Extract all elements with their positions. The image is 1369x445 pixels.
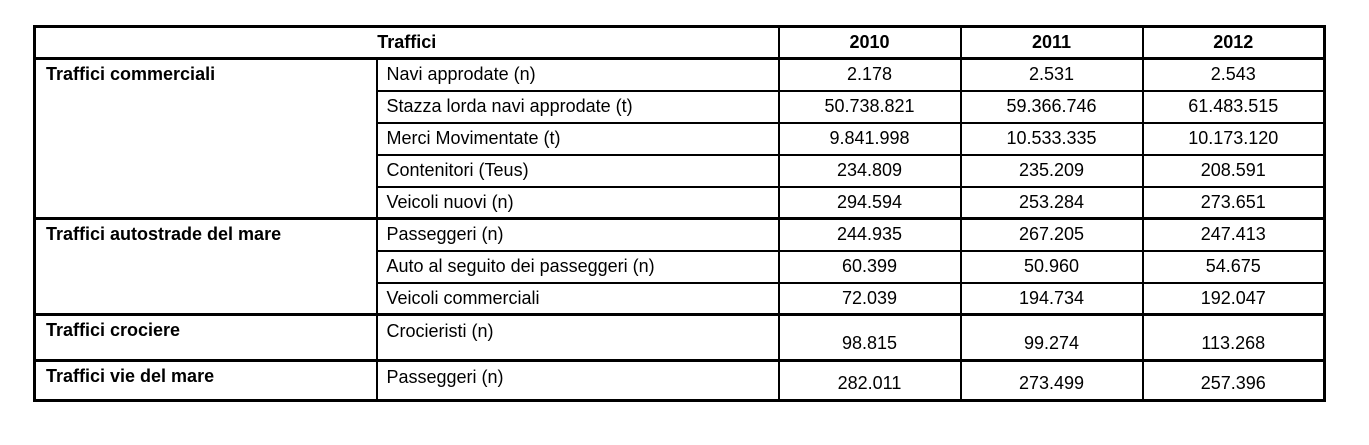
metric-label: Veicoli commerciali [375,281,780,316]
value-cell: 60.399 [777,249,962,284]
value-cell: 2.543 [1141,57,1326,92]
table-row: Traffici commerciali Navi approdate (n) … [33,57,1326,220]
metric-label: Auto al seguito dei passeggeri (n) [375,249,780,284]
value-cell: 72.039 [777,281,962,316]
table-row: Stazza lorda navi approdate (t) 50.738.8… [35,89,1326,124]
value-cell: 113.268 [1141,313,1326,362]
table-row: Veicoli commerciali 72.039 194.734 192.0… [35,281,1326,316]
table-row: Veicoli nuovi (n) 294.594 253.284 273.65… [35,185,1326,220]
table-row: Auto al seguito dei passeggeri (n) 60.39… [35,249,1326,284]
value-cell: 208.591 [1141,153,1326,188]
metric-label: Passeggeri (n) [375,359,780,402]
value-cell: 273.651 [1141,185,1326,220]
value-cell: 50.738.821 [777,89,962,124]
value-cell: 192.047 [1141,281,1326,316]
metric-label: Contenitori (Teus) [375,153,780,188]
table-row: Merci Movimentate (t) 9.841.998 10.533.3… [35,121,1326,156]
category-traffici-vie-del-mare: Traffici vie del mare [33,359,378,402]
value-cell: 10.173.120 [1141,121,1326,156]
year-header-2011: 2011 [959,25,1144,60]
value-cell: 59.366.746 [959,89,1144,124]
value-cell: 282.011 [777,359,962,402]
metric-label: Crocieristi (n) [375,313,780,362]
value-cell: 273.499 [959,359,1144,402]
value-cell: 2.178 [777,57,962,92]
value-cell: 247.413 [1141,217,1326,252]
year-header-2010: 2010 [777,25,962,60]
value-cell: 9.841.998 [777,121,962,156]
metric-label: Merci Movimentate (t) [375,121,780,156]
value-cell: 99.274 [959,313,1144,362]
metric-label: Veicoli nuovi (n) [375,185,780,220]
traffic-table: Traffici 2010 2011 2012 Traffici commerc… [33,25,1326,402]
value-cell: 257.396 [1141,359,1326,402]
value-cell: 61.483.515 [1141,89,1326,124]
table-title: Traffici [33,25,780,60]
metric-label: Passeggeri (n) [375,217,780,252]
category-traffici-commerciali: Traffici commerciali [33,57,378,220]
year-header-2012: 2012 [1141,25,1326,60]
value-cell: 98.815 [777,313,962,362]
value-cell: 50.960 [959,249,1144,284]
value-cell: 10.533.335 [959,121,1144,156]
metric-label: Stazza lorda navi approdate (t) [375,89,780,124]
metric-label: Navi approdate (n) [375,57,780,92]
value-cell: 253.284 [959,185,1144,220]
value-cell: 54.675 [1141,249,1326,284]
table-row: Traffici crociere Crocieristi (n) 98.815… [33,313,1326,362]
value-cell: 234.809 [777,153,962,188]
value-cell: 267.205 [959,217,1144,252]
table-row: Traffici autostrade del mare Passeggeri … [33,217,1326,316]
header-row: Traffici 2010 2011 2012 [33,25,1326,60]
category-traffici-crociere: Traffici crociere [33,313,378,362]
table-row: Contenitori (Teus) 234.809 235.209 208.5… [35,153,1326,188]
value-cell: 194.734 [959,281,1144,316]
value-cell: 244.935 [777,217,962,252]
value-cell: 235.209 [959,153,1144,188]
category-traffici-autostrade-del-mare: Traffici autostrade del mare [33,217,378,316]
value-cell: 2.531 [959,57,1144,92]
value-cell: 294.594 [777,185,962,220]
table-row: Traffici vie del mare Passeggeri (n) 282… [33,359,1326,402]
